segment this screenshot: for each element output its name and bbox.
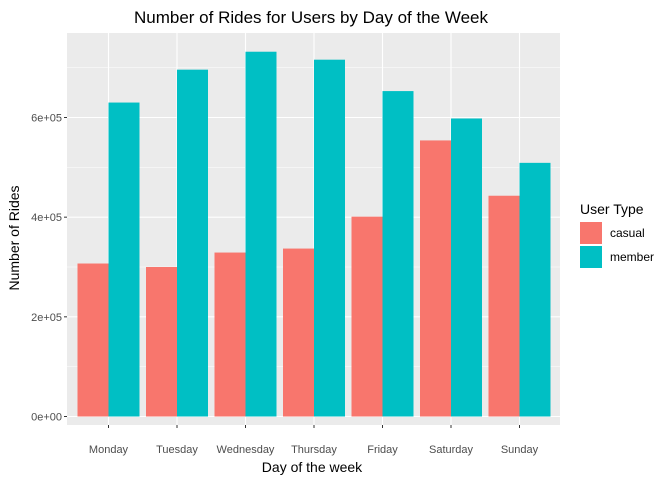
bar-casual-saturday — [420, 140, 451, 417]
chart-title: Number of Rides for Users by Day of the … — [134, 8, 488, 27]
legend-title: User Type — [580, 201, 644, 217]
x-tick-label: Sunday — [501, 444, 539, 456]
bar-casual-wednesday — [214, 252, 246, 417]
bar-member-sunday — [519, 162, 551, 417]
bar-casual-sunday — [488, 195, 520, 417]
bar-member-wednesday — [245, 51, 277, 417]
x-axis-title: Day of the week — [262, 459, 363, 475]
bars — [77, 51, 551, 417]
y-axis-ticks: 0e+00 2e+05 4e+05 6e+05 — [31, 113, 67, 424]
y-tick-label: 4e+05 — [31, 212, 62, 224]
bar-member-friday — [382, 91, 414, 417]
x-axis-ticks: Monday Tuesday Wednesday Thursday Friday Satu… — [89, 425, 539, 456]
x-tick-label: Thursday — [291, 444, 337, 456]
bar-casual-tuesday — [146, 267, 177, 417]
legend: User Type casual member — [580, 201, 654, 268]
legend-label-casual: casual — [610, 226, 645, 240]
bar-member-thursday — [314, 59, 345, 417]
x-tick-label: Friday — [367, 444, 398, 456]
x-tick-label: Tuesday — [156, 444, 198, 456]
bar-casual-friday — [351, 216, 383, 417]
y-axis-title: Number of Rides — [6, 185, 22, 290]
legend-label-member: member — [610, 250, 654, 264]
bar-casual-thursday — [283, 248, 314, 417]
y-tick-label: 2e+05 — [31, 312, 62, 324]
y-tick-label: 6e+05 — [31, 113, 62, 125]
bar-member-saturday — [451, 118, 482, 417]
legend-key-casual — [580, 222, 602, 244]
legend-key-member — [580, 246, 602, 268]
x-tick-label: Saturday — [429, 444, 474, 456]
bar-member-monday — [108, 102, 140, 417]
x-tick-label: Monday — [89, 444, 129, 456]
x-tick-label: Wednesday — [217, 444, 275, 456]
bar-casual-monday — [77, 263, 109, 417]
bar-member-tuesday — [177, 69, 208, 417]
y-tick-label: 0e+00 — [31, 412, 62, 424]
